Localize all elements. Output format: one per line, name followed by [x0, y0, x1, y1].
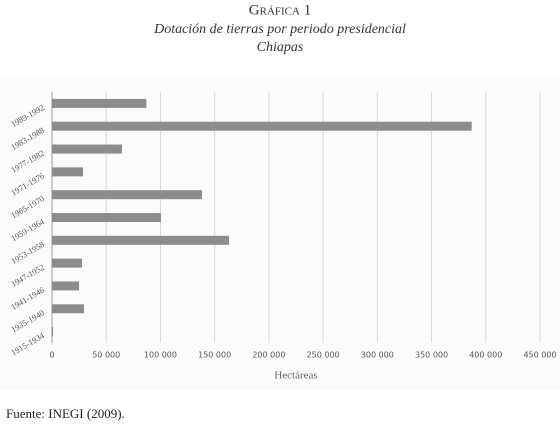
x-tick-label: 300 000: [361, 351, 394, 360]
bar: [52, 98, 147, 108]
x-tick-label: 250 000: [307, 351, 340, 360]
chart-region: Chiapas: [257, 40, 304, 55]
x-tick-label: 150 000: [198, 351, 231, 360]
bar: [52, 167, 84, 177]
x-axis-label: Hectáreas: [274, 370, 317, 382]
chart-subtitle: Dotación de tierras por periodo presiden…: [153, 22, 406, 37]
bar: [52, 144, 122, 154]
x-tick-label: 200 000: [252, 351, 285, 360]
x-tick-label: 100 000: [144, 351, 177, 360]
bar: [52, 327, 54, 337]
bar: [52, 190, 202, 200]
bar: [52, 213, 161, 222]
bar: [52, 258, 83, 268]
x-tick-label: 350 000: [415, 351, 448, 360]
x-tick-label: 50 000: [92, 351, 120, 360]
bar: [52, 235, 229, 245]
bar: [52, 281, 80, 291]
x-tick-label: 0: [49, 351, 54, 360]
source-note: Fuente: INEGI (2009).: [6, 406, 125, 421]
chart-title: Gráfica 1: [249, 2, 311, 18]
x-tick-label: 450 000: [523, 351, 556, 360]
bar: [52, 304, 84, 314]
bar: [52, 121, 472, 131]
x-tick-label: 400 000: [469, 351, 502, 360]
